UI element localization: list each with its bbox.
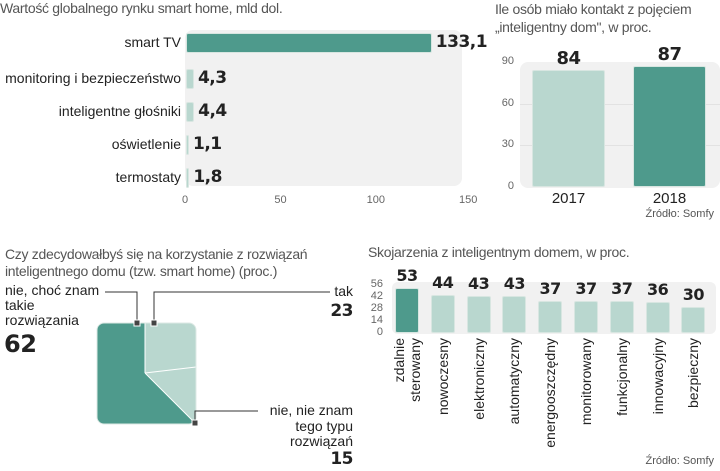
x-tick-label: 2018 bbox=[652, 190, 687, 207]
data-label: 84 bbox=[556, 48, 581, 70]
bar bbox=[430, 295, 455, 333]
y-tick-label: 60 bbox=[501, 96, 514, 109]
y-tick-label: 90 bbox=[501, 55, 514, 67]
x-tick-label: 100 bbox=[366, 194, 386, 206]
pie-value-62: 62 bbox=[4, 330, 37, 358]
bar bbox=[186, 102, 195, 122]
x-tick-label: automatyczny bbox=[506, 338, 523, 425]
x-tick-label: 50 bbox=[274, 194, 287, 206]
bar bbox=[645, 302, 670, 333]
x-tick-label: elektroniczny bbox=[470, 338, 487, 420]
bar bbox=[574, 301, 598, 333]
data-label: 4,3 bbox=[197, 68, 227, 88]
leader-line bbox=[153, 291, 330, 323]
y-tick-label: 56 bbox=[370, 278, 383, 290]
y-tick-label: 42 bbox=[370, 290, 383, 302]
bar bbox=[681, 307, 706, 333]
pie-slice-tak bbox=[145, 323, 196, 373]
x-tick-label: 2017 bbox=[551, 190, 586, 207]
pie-label-nie-choc-znam: nie, choć znam takie rozwiązania bbox=[5, 282, 100, 328]
bar-label: termostaty bbox=[115, 169, 181, 185]
pie-slice-nie-nie-znam bbox=[145, 367, 196, 424]
bar bbox=[609, 301, 634, 333]
data-label: 53 bbox=[396, 265, 418, 285]
x-tick-label: zdalnie sterowany bbox=[391, 338, 423, 402]
x-tick-label: bezpieczny bbox=[685, 338, 702, 409]
bar bbox=[186, 33, 432, 53]
data-label: 37 bbox=[539, 279, 562, 299]
bar bbox=[633, 66, 706, 187]
x-tick-label: nowoczesny bbox=[434, 338, 451, 416]
bar-label: inteligentne głośniki bbox=[58, 103, 181, 119]
data-label: 37 bbox=[611, 279, 633, 299]
bar-label: oświetlenie bbox=[111, 136, 181, 152]
gridline bbox=[520, 145, 720, 147]
pie-label-tak: tak bbox=[334, 283, 353, 299]
bar bbox=[538, 301, 563, 333]
pie-label-nie-nie-znam: nie, nie znam tego typu rozwiązań bbox=[269, 402, 353, 449]
pie-value-15: 15 bbox=[330, 449, 353, 469]
bar bbox=[532, 70, 605, 187]
y-tick-label: 28 bbox=[370, 302, 383, 314]
leader-line bbox=[194, 410, 258, 423]
bar-label: smart TV bbox=[124, 34, 181, 50]
pie-value-23: 23 bbox=[330, 301, 353, 321]
bar bbox=[186, 168, 190, 188]
x-tick-label: funkcjonalny bbox=[613, 338, 630, 416]
x-tick-label: 0 bbox=[182, 194, 189, 206]
x-tick-label: 150 bbox=[459, 194, 478, 206]
data-label: 1,1 bbox=[193, 134, 222, 154]
bar-label: monitoring i bezpieczeństwo bbox=[5, 70, 181, 86]
data-label: 44 bbox=[432, 273, 454, 293]
bar bbox=[466, 296, 491, 333]
chart4-source: Źródło: Somfy bbox=[645, 455, 714, 467]
bar bbox=[186, 69, 194, 89]
data-label: 1,8 bbox=[193, 167, 222, 187]
gridline bbox=[520, 103, 720, 105]
x-tick-label: energooszczędny bbox=[542, 338, 559, 448]
chart1-plot-area bbox=[185, 30, 462, 186]
chart4-title: Skojarzenia z inteligentnym domem, w pro… bbox=[368, 244, 630, 260]
chart1-title: Wartość globalnego rynku smart home, mld… bbox=[0, 0, 283, 16]
y-tick-label: 0 bbox=[376, 326, 383, 338]
data-label: 37 bbox=[575, 279, 597, 299]
chart3-title: Czy zdecydowałbyś się na korzystanie z r… bbox=[5, 246, 308, 279]
y-tick-label: 0 bbox=[507, 180, 514, 192]
y-tick-label: 30 bbox=[501, 138, 514, 151]
y-tick-label: 14 bbox=[370, 314, 383, 326]
data-label: 30 bbox=[682, 285, 705, 305]
data-label: 43 bbox=[503, 274, 526, 294]
data-label: 87 bbox=[657, 44, 682, 66]
data-label: 133,1 bbox=[435, 32, 488, 52]
x-tick-label: monitorowany bbox=[578, 338, 594, 426]
chart2-source: Źródło: Somfy bbox=[645, 208, 714, 220]
data-label: 4,4 bbox=[198, 101, 227, 121]
data-label: 36 bbox=[646, 280, 669, 300]
bar bbox=[502, 296, 527, 333]
leader-line bbox=[105, 291, 138, 323]
x-tick-label: innowacyjny bbox=[649, 338, 666, 415]
data-label: 43 bbox=[467, 274, 490, 294]
chart2-title: Ile osób miało kontakt z pojęciem „intel… bbox=[495, 1, 692, 35]
bar bbox=[395, 287, 419, 333]
bar bbox=[186, 135, 189, 155]
